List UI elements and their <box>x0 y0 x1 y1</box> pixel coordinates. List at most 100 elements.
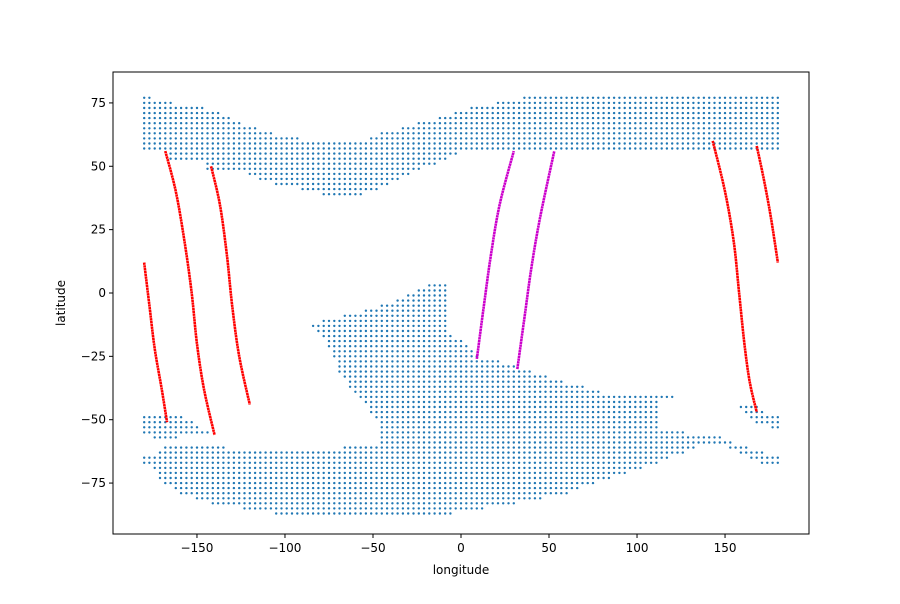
data-point <box>417 132 420 135</box>
data-point <box>185 456 188 459</box>
data-point <box>306 152 310 155</box>
data-point <box>496 446 500 449</box>
data-point <box>486 395 489 399</box>
data-point <box>401 324 405 328</box>
data-point <box>401 476 405 480</box>
data-point <box>391 132 394 135</box>
data-point <box>454 111 457 115</box>
data-point <box>581 426 584 429</box>
data-point <box>306 502 310 505</box>
data-point <box>391 456 394 459</box>
data-point <box>327 193 331 196</box>
x-tick-label: −50 <box>360 541 385 555</box>
data-point <box>496 137 500 140</box>
data-point <box>597 142 600 145</box>
data-point <box>164 111 167 115</box>
data-point <box>348 476 352 480</box>
data-point <box>539 147 542 150</box>
data-point <box>449 355 452 358</box>
data-point <box>459 380 463 383</box>
data-point <box>449 137 452 140</box>
data-point <box>269 461 273 464</box>
data-point <box>465 137 468 140</box>
data-point <box>734 96 737 100</box>
data-point <box>502 426 505 429</box>
data-point <box>148 132 151 135</box>
data-point <box>539 426 542 429</box>
data-point <box>396 319 399 323</box>
data-point <box>380 385 383 388</box>
data-point <box>195 426 199 429</box>
data-point <box>570 481 574 485</box>
data-point <box>454 375 457 378</box>
data-point <box>375 162 378 165</box>
data-point <box>433 334 436 338</box>
data-point <box>280 512 283 515</box>
data-point <box>554 142 558 145</box>
data-point <box>296 157 299 160</box>
data-point <box>491 127 494 130</box>
data-point <box>438 456 442 459</box>
data-point <box>153 142 156 145</box>
data-point <box>148 461 151 464</box>
data-point <box>676 101 679 105</box>
data-point <box>565 481 568 485</box>
data-point <box>322 319 325 323</box>
data-point <box>185 461 188 464</box>
data-point <box>444 284 447 287</box>
data-point <box>665 441 669 444</box>
data-point <box>412 421 415 424</box>
data-point <box>169 451 172 454</box>
data-point <box>486 456 489 459</box>
data-point <box>354 355 357 358</box>
data-point <box>507 122 510 125</box>
data-point <box>348 461 352 464</box>
data-point <box>576 395 579 399</box>
data-point <box>417 122 420 125</box>
data-point <box>581 436 584 439</box>
data-point <box>232 456 236 459</box>
data-point <box>195 111 199 115</box>
data-point <box>465 451 468 454</box>
data-point <box>385 471 389 475</box>
data-point <box>412 147 415 150</box>
data-point <box>639 436 642 439</box>
data-point <box>581 421 584 424</box>
data-point <box>480 486 484 490</box>
data-point <box>454 142 457 145</box>
data-point <box>771 96 774 100</box>
data-point <box>760 451 764 454</box>
data-point <box>702 111 706 115</box>
data-point <box>264 502 267 505</box>
data-point <box>554 431 558 434</box>
data-point <box>285 456 288 459</box>
data-point <box>422 400 426 404</box>
data-point <box>686 101 690 105</box>
data-point <box>549 142 552 145</box>
data-point <box>343 486 346 490</box>
data-point <box>338 177 341 181</box>
data-point <box>338 512 341 515</box>
data-point <box>380 182 383 186</box>
data-point <box>158 416 162 419</box>
data-point <box>232 492 236 495</box>
data-point <box>502 466 505 470</box>
data-point <box>264 507 267 510</box>
data-point <box>370 360 373 363</box>
data-point <box>496 365 500 368</box>
data-point <box>201 461 204 464</box>
data-point <box>465 345 468 348</box>
data-point <box>433 294 436 297</box>
data-point <box>708 127 711 130</box>
data-point <box>253 466 257 470</box>
data-point <box>491 492 494 495</box>
data-point <box>343 512 346 515</box>
data-point <box>512 431 515 434</box>
data-point <box>190 132 193 135</box>
data-point <box>549 471 552 475</box>
data-point <box>269 476 273 480</box>
data-point <box>475 116 478 120</box>
data-point <box>195 451 199 454</box>
data-point <box>364 142 368 145</box>
data-point <box>454 350 457 353</box>
